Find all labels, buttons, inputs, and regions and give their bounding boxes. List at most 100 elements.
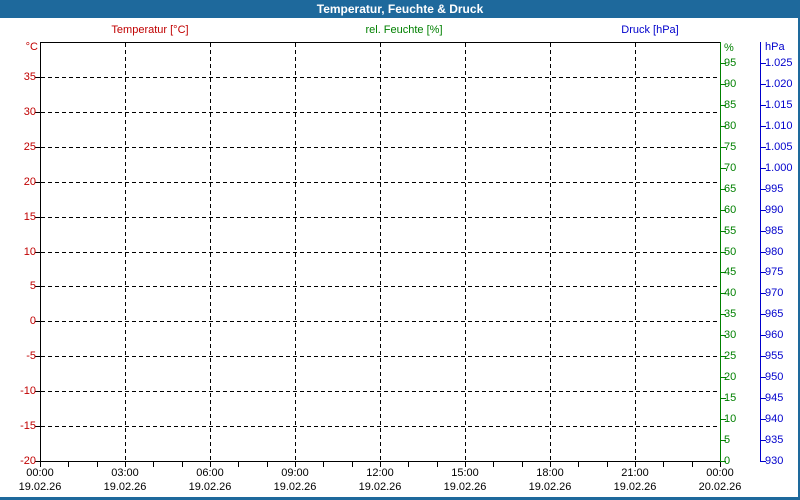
x-axis-tick [437,462,438,467]
x-axis-tick [295,462,296,467]
pressure-tick [761,126,766,127]
humidity-axis-line [720,42,721,462]
temperature-tick [35,286,40,287]
temperature-tick [35,461,40,462]
plot-border-left [40,42,41,462]
legend-humidity: rel. Feuchte [%] [365,24,443,36]
pressure-tick [761,189,766,190]
humidity-tick [721,335,726,336]
x-axis-time-label: 12:00 [366,467,394,479]
x-axis-tick [720,462,721,467]
x-axis-date-label: 19.02.26 [18,481,62,493]
x-axis-tick [550,462,551,467]
x-axis-time-label: 06:00 [196,467,224,479]
pressure-tick [761,252,766,253]
x-axis-time-label: 15:00 [451,467,479,479]
pressure-axis-label: 1.000 [765,162,793,174]
pressure-axis-label: 995 [765,183,784,195]
temperature-tick [35,356,40,357]
pressure-axis-label: 940 [765,413,784,425]
pressure-axis-label: 945 [765,392,784,404]
plot-border-top [40,42,721,43]
humidity-tick [721,126,726,127]
x-axis-tick [352,462,353,467]
pressure-tick [761,398,766,399]
v-gridline [125,43,126,460]
humidity-tick [721,168,726,169]
x-axis-time-label: 21:00 [621,467,649,479]
humidity-axis-label: 45 [724,266,737,278]
x-axis-tick [125,462,126,467]
x-axis-tick [578,462,579,467]
pressure-axis-label: 1.020 [765,78,793,90]
x-axis-tick [40,462,41,467]
pressure-tick [761,147,766,148]
pressure-axis-label: 935 [765,434,784,446]
x-axis-date-label: 19.02.26 [443,481,487,493]
pressure-tick [761,210,766,211]
pressure-axis-label: 950 [765,371,784,383]
pressure-axis-unit: hPa [765,41,785,53]
humidity-axis-label: 35 [724,308,737,320]
x-axis-tick [607,462,608,467]
humidity-axis-label: 65 [724,183,737,195]
v-gridline [465,43,466,460]
pressure-tick [761,440,766,441]
x-axis-tick [182,462,183,467]
temperature-axis-label: 20 [23,176,36,188]
x-axis-time-label: 00:00 [26,467,54,479]
pressure-tick [761,356,766,357]
x-axis-date-label: 20.02.26 [698,481,742,493]
v-gridline [210,43,211,460]
pressure-tick [761,293,766,294]
pressure-tick [761,231,766,232]
humidity-axis-label: 55 [724,225,737,237]
pressure-axis-label: 965 [765,308,784,320]
humidity-tick [721,356,726,357]
pressure-axis-label: 990 [765,204,784,216]
humidity-axis-label: 80 [724,120,737,132]
humidity-tick [721,377,726,378]
humidity-axis-label: 10 [724,413,737,425]
temperature-tick [35,112,40,113]
humidity-tick [721,231,726,232]
x-axis-time-label: 00:00 [706,467,734,479]
temperature-axis-label: 15 [23,211,36,223]
pressure-axis-line [760,42,761,462]
pressure-axis-label: 1.010 [765,120,793,132]
x-axis-tick [153,462,154,467]
temperature-tick [35,391,40,392]
pressure-axis-label: 985 [765,225,784,237]
humidity-tick [721,210,726,211]
x-axis-tick [692,462,693,467]
window-title: Temperatur, Feuchte & Druck [316,2,484,16]
humidity-axis-label: 5 [724,434,731,446]
humidity-tick [721,440,726,441]
temperature-tick [35,77,40,78]
x-axis-date-label: 19.02.26 [613,481,657,493]
humidity-tick [721,398,726,399]
pressure-tick [761,105,766,106]
pressure-tick [761,84,766,85]
x-axis-tick [522,462,523,467]
humidity-axis-label: 50 [724,246,737,258]
temperature-axis-label: 30 [23,106,36,118]
humidity-tick [721,147,726,148]
humidity-axis-label: 60 [724,204,737,216]
pressure-axis-label: 955 [765,350,784,362]
humidity-tick [721,63,726,64]
x-axis-time-label: 18:00 [536,467,564,479]
temperature-axis-label: 25 [23,141,36,153]
pressure-axis-label: 960 [765,329,784,341]
pressure-axis-label: 975 [765,266,784,278]
legend-temperature: Temperatur [°C] [111,24,189,36]
pressure-axis-label: 930 [765,455,784,467]
v-gridline [635,43,636,460]
temperature-axis-label: -5 [26,350,36,362]
window-border-bottom [0,497,800,500]
humidity-axis-label: 90 [724,78,737,90]
humidity-tick [721,419,726,420]
x-axis-tick [408,462,409,467]
temperature-axis-label: 5 [29,280,36,292]
legend-pressure: Druck [hPa] [621,24,679,36]
